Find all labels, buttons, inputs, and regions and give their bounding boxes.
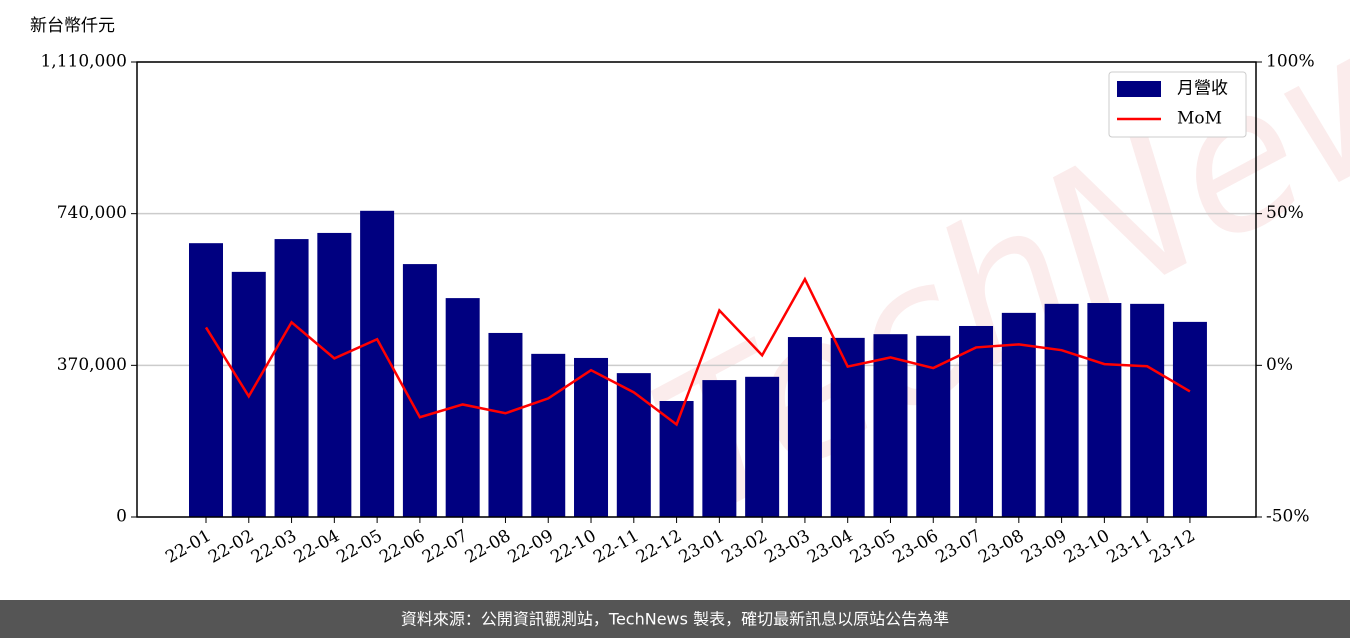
x-tick-label: 22-07: [419, 526, 471, 568]
y-tick-label: 1,110,000: [40, 52, 127, 72]
bar: [1172, 321, 1207, 517]
legend-label: 月營收: [1177, 79, 1228, 99]
x-tick-label: 23-05: [847, 526, 899, 568]
x-tick-label: 22-12: [633, 526, 685, 568]
bar: [616, 373, 651, 517]
x-tick-label: 23-04: [804, 526, 856, 568]
bar: [274, 239, 309, 517]
line: [204, 276, 1191, 427]
bar: [659, 400, 694, 517]
x-tick-label: 23-07: [932, 526, 984, 568]
y2-tick-label: -50%: [1266, 507, 1310, 527]
x-tick-label: 23-08: [975, 526, 1027, 568]
x-tick-label: 23-01: [676, 526, 728, 568]
x-tick-label: 22-10: [547, 526, 599, 568]
y-tick-label: 370,000: [57, 355, 127, 375]
source-note: 資料來源：公開資訊觀測站，TechNews 製表，確切最新訊息以原站公告為準: [401, 610, 949, 629]
legend-swatch: [1117, 81, 1161, 97]
x-tick-label: 23-12: [1146, 526, 1198, 568]
y-tick-label: 740,000: [57, 203, 127, 223]
legend-label: MoM: [1177, 109, 1222, 129]
x-tick-label: 22-08: [462, 526, 514, 568]
y2-tick-label: 0%: [1266, 355, 1293, 375]
bar: [531, 353, 566, 517]
bar: [360, 210, 395, 517]
bar: [787, 337, 822, 517]
plot-frame: [136, 61, 1257, 518]
footer-bar: [0, 600, 1350, 638]
bar: [1044, 303, 1079, 517]
x-tick-label: 23-11: [1103, 526, 1155, 568]
bar: [402, 264, 437, 517]
x-tick-label: 22-11: [590, 526, 642, 568]
x-tick-label: 22-01: [162, 526, 214, 568]
bar: [1087, 303, 1122, 517]
x-tick-label: 22-09: [505, 526, 557, 568]
x-tick-label: 22-05: [333, 526, 385, 568]
bar: [317, 232, 352, 517]
y2-tick-label: 100%: [1266, 52, 1315, 72]
x-tick-label: 23-10: [1061, 526, 1113, 568]
y2-tick-label: 50%: [1266, 203, 1304, 223]
y-axis-unit: 新台幣仟元: [30, 16, 115, 36]
bar: [574, 357, 609, 517]
bar: [702, 380, 737, 517]
bar: [873, 334, 908, 517]
x-tick-label: 22-06: [376, 526, 428, 568]
x-tick-label: 23-06: [890, 526, 942, 568]
x-tick-label: 23-09: [1018, 526, 1070, 568]
bar: [1130, 303, 1165, 517]
bar: [745, 376, 780, 517]
x-tick-label: 22-04: [291, 526, 343, 568]
bar: [488, 332, 523, 517]
y-tick-label: 0: [116, 507, 127, 527]
bar: [189, 243, 223, 517]
x-tick-label: 22-03: [248, 526, 300, 568]
bar: [959, 325, 994, 517]
x-tick-label: 22-02: [205, 526, 257, 568]
